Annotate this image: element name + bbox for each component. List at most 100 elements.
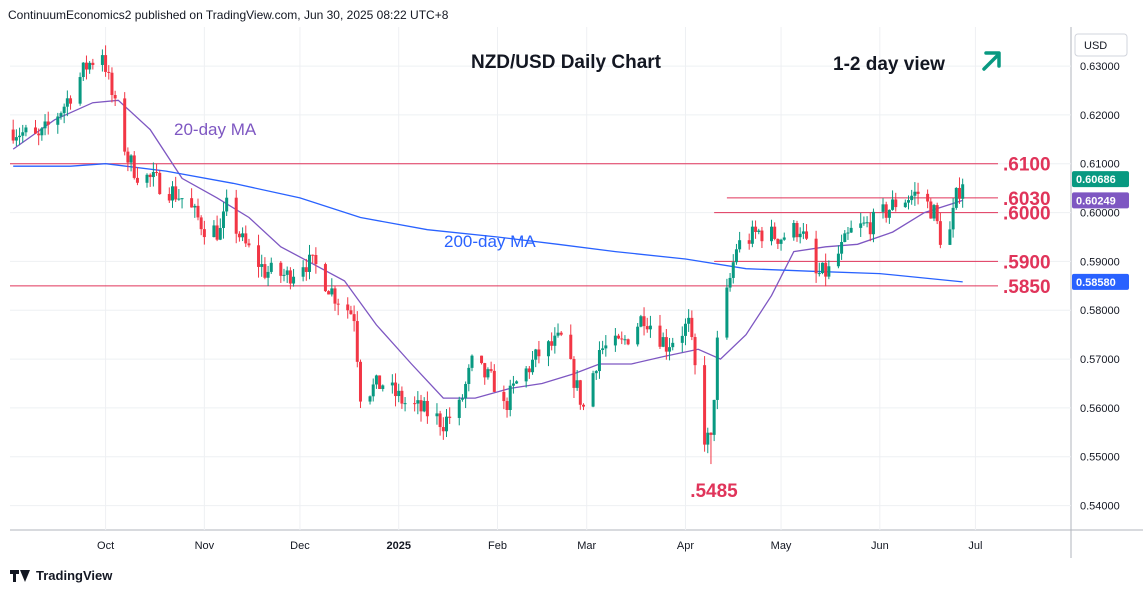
price-tag xyxy=(1072,192,1129,209)
candle-body xyxy=(132,155,136,178)
candle-body xyxy=(683,323,687,336)
candle-body xyxy=(78,77,82,104)
candle-body xyxy=(292,276,296,284)
level-label: .6030 xyxy=(1003,189,1051,210)
candle-body xyxy=(212,225,216,238)
candle-body xyxy=(492,370,496,392)
candle-body xyxy=(776,238,780,244)
candle-body xyxy=(464,383,468,399)
candle-body xyxy=(113,95,117,99)
candle-body xyxy=(381,385,385,389)
candle-body xyxy=(760,230,764,242)
chart-annotations: .6100 .6030.6000 .5900 .5850 20-day MA 200-da… xyxy=(174,51,1051,502)
price-tag xyxy=(1072,171,1129,188)
candle-body xyxy=(527,368,531,373)
candle-body xyxy=(174,186,178,200)
candle-body xyxy=(129,155,133,163)
candle-body xyxy=(687,317,691,324)
candle-body xyxy=(177,198,181,200)
candle-body xyxy=(916,191,920,194)
candle-body xyxy=(244,233,248,244)
candle-body xyxy=(827,266,831,277)
candle-body xyxy=(260,264,264,267)
candle-body xyxy=(636,326,640,345)
level-lines xyxy=(10,163,998,287)
candle-body xyxy=(403,403,407,405)
candle-body xyxy=(352,314,356,322)
candle-body xyxy=(170,186,174,201)
tradingview-footer[interactable]: TradingView xyxy=(10,568,112,583)
chart-title: NZD/USD Daily Chart xyxy=(471,52,662,73)
candle-body xyxy=(349,310,353,315)
tradingview-logo-icon xyxy=(10,569,30,582)
candle-body xyxy=(371,384,375,397)
price-tag-label: 0.60249 xyxy=(1076,195,1116,207)
low-annotation: .5485 xyxy=(690,481,738,502)
candle-body xyxy=(155,172,159,174)
candle-body xyxy=(486,369,490,378)
candle-body xyxy=(441,427,445,432)
candle-body xyxy=(623,339,627,341)
candle-body xyxy=(801,231,805,234)
candle-body xyxy=(887,209,891,218)
candle-body xyxy=(202,229,206,238)
candle-body xyxy=(795,223,799,238)
candle-body xyxy=(773,226,777,239)
currency-label: USD xyxy=(1084,40,1107,52)
candlesticks xyxy=(11,45,965,465)
candle-body xyxy=(792,223,796,238)
candle-body xyxy=(196,205,200,218)
candle-body xyxy=(559,332,563,335)
candle-body xyxy=(24,127,28,133)
candle-body xyxy=(234,197,238,234)
y-tick-label: 0.54000 xyxy=(1080,501,1120,513)
candle-body xyxy=(859,223,863,228)
candle-body xyxy=(862,222,866,224)
y-tick-label: 0.58000 xyxy=(1080,305,1120,317)
candle-body xyxy=(932,205,936,219)
candle-body xyxy=(594,371,598,374)
candle-body xyxy=(903,202,907,208)
candle-body xyxy=(425,400,429,417)
y-tick-label: 0.59000 xyxy=(1080,256,1120,268)
candle-body xyxy=(502,391,506,402)
candle-body xyxy=(378,375,382,389)
candle-body xyxy=(668,347,672,352)
tradingview-brand: TradingView xyxy=(36,568,113,583)
candle-body xyxy=(840,241,844,254)
ma-line xyxy=(13,163,963,283)
candle-body xyxy=(81,62,85,78)
candle-body xyxy=(734,249,738,263)
level-label: .5850 xyxy=(1003,277,1051,298)
x-tick-label: May xyxy=(771,540,792,552)
candle-body xyxy=(731,262,735,278)
candle-body xyxy=(913,191,917,196)
candle-body xyxy=(750,226,754,244)
level-label: .5900 xyxy=(1003,252,1051,273)
y-tick-label: 0.63000 xyxy=(1080,61,1120,73)
candle-body xyxy=(241,233,245,238)
publisher-line: ContinuumEconomics2 published on Trading… xyxy=(8,8,449,22)
candle-body xyxy=(21,132,25,136)
candle-body xyxy=(247,243,251,246)
candle-body xyxy=(483,363,487,378)
candle-body xyxy=(639,316,643,327)
candle-body xyxy=(578,380,582,405)
candle-body xyxy=(368,396,372,402)
candle-body xyxy=(416,400,420,404)
candle-body xyxy=(145,174,149,183)
candle-body xyxy=(33,127,37,134)
arrow-up-right-icon xyxy=(982,51,1001,71)
candle-body xyxy=(671,342,675,348)
candle-body xyxy=(706,432,710,445)
x-tick-label: Mar xyxy=(577,540,596,552)
candle-body xyxy=(69,98,73,104)
candle-body xyxy=(511,383,515,386)
candle-body xyxy=(413,403,417,405)
price-tag-label: 0.58580 xyxy=(1076,277,1116,289)
candle-body xyxy=(56,116,60,125)
candle-body xyxy=(738,240,742,250)
candle-body xyxy=(460,398,464,400)
candle-body xyxy=(926,193,930,202)
